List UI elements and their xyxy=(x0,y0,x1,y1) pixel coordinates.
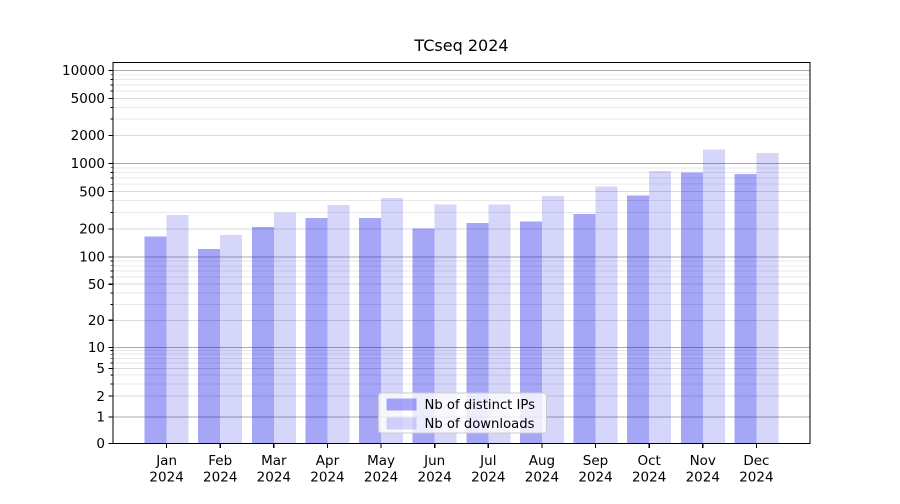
x-tick-label-month: May xyxy=(367,453,395,469)
bar-distinct-ips-dec xyxy=(734,174,757,444)
x-tick-label-month: Sep xyxy=(583,453,608,469)
y-tick-label: 5 xyxy=(96,361,105,377)
bar-downloads-sep xyxy=(595,186,618,444)
bar-distinct-ips-may xyxy=(359,217,382,444)
bar-downloads-dec xyxy=(756,153,779,444)
y-tick-label: 5000 xyxy=(71,91,105,107)
bar-distinct-ips-feb xyxy=(198,248,221,444)
bar-downloads-jan xyxy=(166,215,189,444)
legend-swatch-downloads xyxy=(386,417,417,430)
bar-distinct-ips-oct xyxy=(627,195,650,444)
bar-downloads-nov xyxy=(702,149,725,444)
bar-downloads-jun xyxy=(434,204,457,444)
bar-distinct-ips-jan xyxy=(144,236,167,444)
legend-box xyxy=(378,392,547,434)
bar-distinct-ips-jun xyxy=(412,228,435,444)
y-tick-label: 2 xyxy=(96,389,105,405)
bar-downloads-mar xyxy=(273,212,296,444)
x-tick-label-month: Mar xyxy=(261,453,287,469)
bar-distinct-ips-apr xyxy=(305,218,328,444)
x-tick-label-month: Feb xyxy=(208,453,232,469)
x-tick-label-year: 2024 xyxy=(364,470,398,486)
bar-distinct-ips-sep xyxy=(573,213,596,444)
bar-distinct-ips-mar xyxy=(251,226,274,444)
legend-swatch-distinct-ips xyxy=(386,398,417,411)
bar-distinct-ips-nov xyxy=(680,172,703,444)
x-tick-label-year: 2024 xyxy=(149,470,183,486)
x-tick-label-year: 2024 xyxy=(310,470,344,486)
y-tick-label: 2000 xyxy=(71,128,105,144)
x-tick-label-month: Oct xyxy=(637,453,660,469)
bar-distinct-ips-jul xyxy=(466,223,489,444)
axes: 012510205010020050010002000500010000Jan2… xyxy=(62,61,811,486)
bars xyxy=(144,149,779,444)
y-tick-label: 20 xyxy=(88,313,105,329)
x-tick-label-year: 2024 xyxy=(632,470,666,486)
bar-downloads-oct xyxy=(649,171,672,444)
x-tick-label-month: Jun xyxy=(423,453,445,469)
x-tick-label-year: 2024 xyxy=(257,470,291,486)
bar-downloads-apr xyxy=(327,205,350,444)
x-tick-label-year: 2024 xyxy=(578,470,612,486)
bar-downloads-jul xyxy=(488,204,511,444)
legend-label: Nb of distinct IPs xyxy=(425,398,536,413)
y-tick-label: 50 xyxy=(88,277,105,293)
x-tick-label-month: Jul xyxy=(479,453,496,469)
x-tick-label-month: Aug xyxy=(529,453,555,469)
y-tick-label: 0 xyxy=(96,436,105,452)
x-tick-label-month: Dec xyxy=(743,453,769,469)
x-tick-label-year: 2024 xyxy=(471,470,505,486)
legend-label: Nb of downloads xyxy=(425,417,535,432)
x-tick-label-year: 2024 xyxy=(525,470,559,486)
bar-downloads-aug xyxy=(541,195,564,444)
bar-downloads-may xyxy=(381,197,404,444)
x-tick-label-year: 2024 xyxy=(203,470,237,486)
y-tick-label: 10 xyxy=(88,340,105,356)
bar-downloads-feb xyxy=(220,235,243,444)
x-tick-label-month: Jan xyxy=(155,453,177,469)
y-tick-label: 10000 xyxy=(62,63,105,79)
x-tick-label-year: 2024 xyxy=(686,470,720,486)
legend: Nb of distinct IPs Nb of downloads xyxy=(378,392,547,434)
x-tick-label-year: 2024 xyxy=(739,470,773,486)
y-tick-label: 1000 xyxy=(71,156,105,172)
plot-border xyxy=(112,61,811,445)
x-tick-label-year: 2024 xyxy=(418,470,452,486)
bar-distinct-ips-aug xyxy=(519,221,542,444)
y-tick-label: 200 xyxy=(79,222,105,238)
x-tick-label-month: Nov xyxy=(690,453,716,469)
y-tick-label: 1 xyxy=(96,410,105,426)
chart-title: TCseq 2024 xyxy=(413,36,508,55)
x-tick-label-month: Apr xyxy=(316,453,340,469)
y-tick-label: 500 xyxy=(79,184,105,200)
y-tick-label: 100 xyxy=(79,250,105,266)
